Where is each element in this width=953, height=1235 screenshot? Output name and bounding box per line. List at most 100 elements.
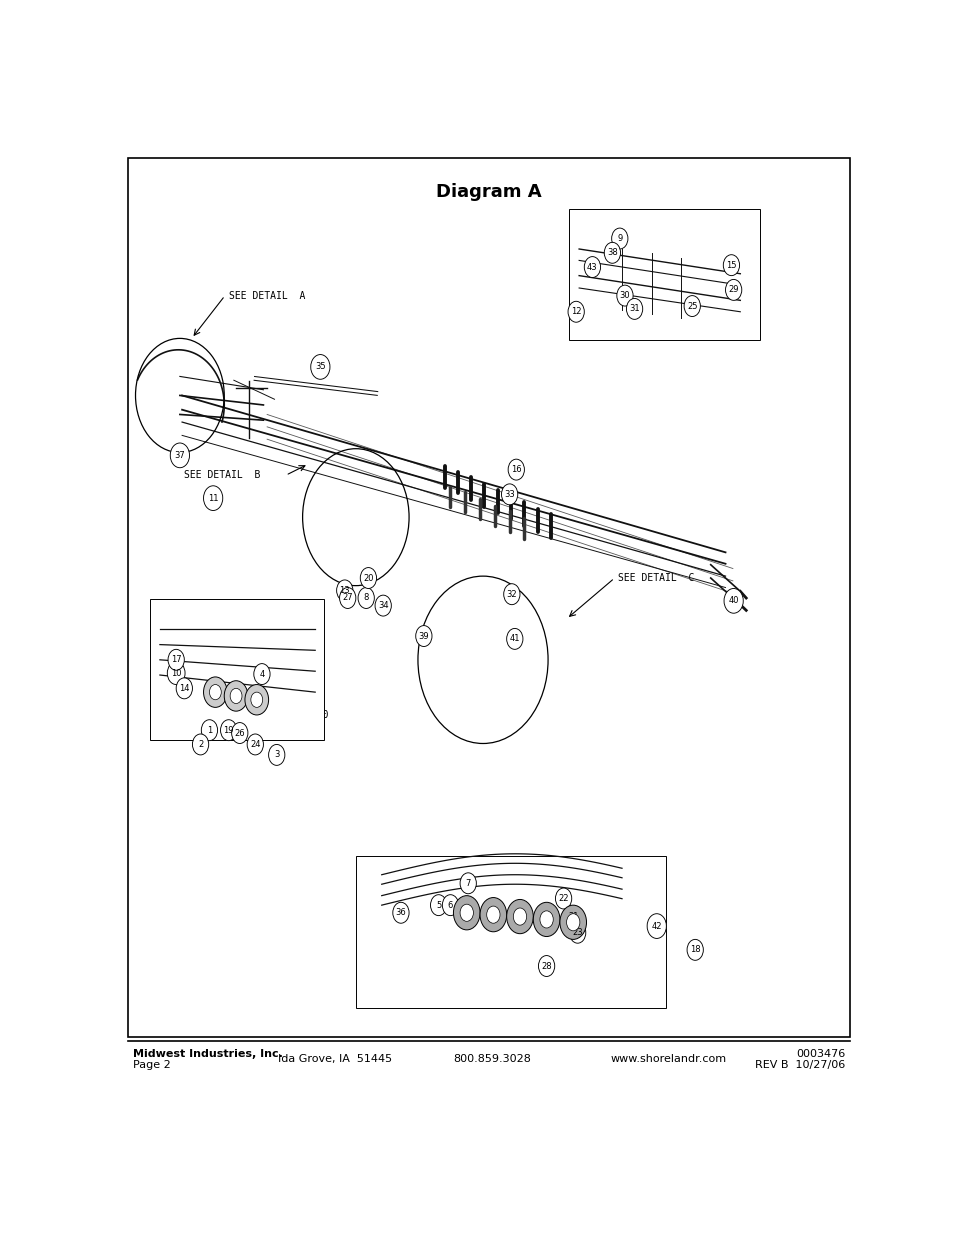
Text: SCALE  0.070: SCALE 0.070: [257, 710, 328, 720]
Text: SEE DETAIL  C: SEE DETAIL C: [617, 573, 693, 583]
Circle shape: [224, 680, 248, 711]
Circle shape: [251, 692, 262, 708]
Text: 18: 18: [689, 945, 700, 955]
Text: 12: 12: [570, 308, 580, 316]
Bar: [151, 599, 324, 740]
Circle shape: [611, 228, 627, 249]
Text: 4: 4: [259, 669, 264, 678]
Circle shape: [569, 923, 585, 944]
Circle shape: [683, 295, 700, 316]
Text: DETAIL  B: DETAIL B: [257, 697, 310, 706]
Text: 21: 21: [568, 913, 578, 921]
Text: 8: 8: [363, 594, 369, 603]
Circle shape: [583, 257, 600, 278]
Circle shape: [626, 299, 642, 320]
Text: SEE DETAIL  A: SEE DETAIL A: [229, 290, 305, 300]
Text: Ida Grove, IA  51445: Ida Grove, IA 51445: [278, 1055, 392, 1065]
Circle shape: [167, 662, 185, 684]
Circle shape: [565, 906, 581, 927]
Circle shape: [686, 940, 702, 961]
Circle shape: [168, 650, 184, 671]
Bar: [355, 856, 665, 1008]
Text: 40: 40: [728, 597, 739, 605]
Circle shape: [453, 895, 479, 930]
Circle shape: [247, 734, 263, 755]
Text: 24: 24: [250, 740, 260, 748]
Text: Midwest Industries, Inc.: Midwest Industries, Inc.: [132, 1049, 282, 1058]
Circle shape: [201, 720, 217, 741]
Circle shape: [501, 484, 517, 505]
Text: 39: 39: [418, 631, 429, 641]
Circle shape: [537, 956, 554, 977]
Circle shape: [176, 678, 193, 699]
Circle shape: [508, 459, 524, 480]
Circle shape: [360, 568, 376, 589]
Circle shape: [245, 684, 269, 715]
Text: Page 2: Page 2: [132, 1060, 171, 1070]
Text: 0003476: 0003476: [795, 1049, 844, 1058]
Text: www.shorelandr.com: www.shorelandr.com: [610, 1055, 726, 1065]
Circle shape: [193, 734, 209, 755]
Circle shape: [232, 722, 248, 743]
Text: 13: 13: [339, 585, 350, 595]
Text: 9: 9: [617, 235, 621, 243]
Text: 30: 30: [619, 291, 630, 300]
Text: 20: 20: [363, 573, 374, 583]
Circle shape: [486, 906, 499, 924]
Text: 25: 25: [686, 301, 697, 310]
Text: 27: 27: [342, 594, 353, 603]
Text: 15: 15: [725, 261, 736, 269]
Circle shape: [203, 677, 227, 708]
Circle shape: [357, 588, 374, 609]
Text: SCALE  0.070: SCALE 0.070: [501, 995, 572, 1005]
Circle shape: [646, 914, 665, 939]
Circle shape: [723, 589, 742, 614]
Text: 16: 16: [511, 466, 521, 474]
Text: 28: 28: [540, 962, 552, 971]
Text: 2: 2: [197, 740, 203, 748]
Text: 19: 19: [223, 726, 233, 735]
Circle shape: [416, 626, 432, 646]
Text: 17: 17: [171, 656, 181, 664]
Circle shape: [555, 888, 571, 909]
Circle shape: [442, 894, 458, 915]
Circle shape: [375, 595, 391, 616]
Text: 31: 31: [629, 304, 639, 314]
Circle shape: [203, 485, 222, 510]
Circle shape: [339, 588, 355, 609]
Text: 10: 10: [171, 668, 181, 678]
Circle shape: [253, 663, 270, 684]
Circle shape: [513, 908, 526, 925]
Circle shape: [430, 894, 446, 915]
Text: REV B  10/27/06: REV B 10/27/06: [754, 1060, 844, 1070]
Circle shape: [566, 914, 579, 931]
Text: 1: 1: [207, 726, 212, 735]
Text: DETAIL  A: DETAIL A: [640, 308, 694, 317]
Text: 38: 38: [606, 248, 618, 257]
Text: 14: 14: [179, 684, 190, 693]
Circle shape: [479, 898, 506, 931]
Text: SCALE  0.070: SCALE 0.070: [640, 321, 711, 331]
Circle shape: [722, 254, 739, 275]
Circle shape: [503, 584, 519, 605]
Text: 5: 5: [436, 900, 441, 910]
Text: 23: 23: [572, 929, 582, 937]
Circle shape: [311, 354, 330, 379]
Circle shape: [210, 684, 221, 700]
Text: 35: 35: [314, 362, 325, 372]
Text: 29: 29: [728, 285, 739, 294]
Text: 34: 34: [377, 601, 388, 610]
Text: 42: 42: [651, 921, 661, 931]
Text: 32: 32: [506, 589, 517, 599]
Circle shape: [724, 279, 741, 300]
Circle shape: [230, 688, 242, 704]
Text: 43: 43: [586, 263, 598, 272]
Text: 33: 33: [504, 490, 515, 499]
Circle shape: [336, 580, 353, 601]
Circle shape: [506, 899, 533, 934]
Bar: [568, 209, 759, 341]
Text: 36: 36: [395, 908, 406, 918]
Circle shape: [459, 904, 473, 921]
Text: 800.859.3028: 800.859.3028: [453, 1055, 531, 1065]
Text: 11: 11: [208, 494, 218, 503]
